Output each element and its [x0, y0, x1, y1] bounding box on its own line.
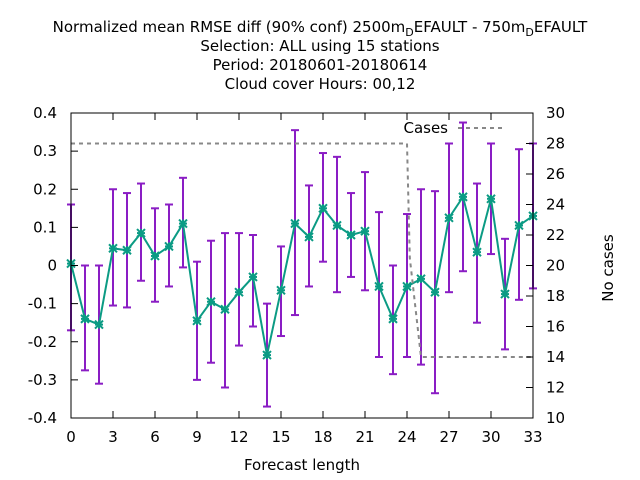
data-point [472, 247, 482, 257]
x-tick-label: 30 [481, 428, 500, 446]
y-tick-label: 0 [47, 257, 57, 275]
data-point [136, 228, 146, 238]
data-point [164, 241, 174, 252]
y2-tick-label: 22 [546, 226, 565, 244]
data-point [346, 230, 356, 240]
data-point [290, 218, 300, 229]
x-tick-label: 12 [229, 428, 248, 446]
y-tick-label: -0.3 [28, 371, 57, 389]
series-line [70, 194, 534, 356]
y-tick-label: 0.2 [33, 180, 57, 198]
x-axis-label: Forecast length [244, 456, 360, 474]
y-tick-label: 0.3 [33, 142, 57, 160]
data-point [192, 316, 202, 326]
y2-tick-label: 14 [546, 348, 565, 366]
title-line: Cloud cover Hours: 00,12 [225, 75, 416, 93]
data-point [360, 226, 370, 236]
data-point [80, 314, 90, 324]
data-point [122, 245, 132, 255]
y2-tick-label: 18 [546, 287, 565, 305]
x-tick-label: 3 [108, 428, 118, 446]
y2-tick-label: 26 [546, 165, 565, 183]
data-point [430, 287, 440, 297]
data-point [178, 218, 188, 229]
data-point [108, 243, 118, 254]
legend-label: Cases [403, 119, 448, 137]
data-point [388, 314, 398, 324]
data-point [402, 281, 412, 292]
y-tick-label: 0.1 [33, 218, 57, 236]
data-point [220, 304, 230, 315]
y2-tick-label: 24 [546, 196, 565, 214]
title-line: Selection: ALL using 15 stations [200, 37, 439, 55]
data-point [514, 220, 524, 231]
x-tick-label: 24 [397, 428, 416, 446]
data-point [94, 319, 104, 330]
right-axis-label: No cases [599, 234, 617, 302]
y-tick-label: 0.4 [33, 104, 57, 122]
series-layer [66, 121, 538, 408]
y2-tick-label: 12 [546, 379, 565, 397]
data-point [150, 251, 160, 261]
y2-tick-label: 28 [546, 135, 565, 153]
chart-title: Normalized mean RMSE diff (90% conf) 250… [53, 18, 588, 93]
x-tick-label: 27 [439, 428, 458, 446]
data-point [374, 281, 384, 292]
data-point [444, 213, 454, 223]
x-tick-label: 0 [66, 428, 76, 446]
y2-tick-label: 30 [546, 104, 565, 122]
data-point [416, 274, 426, 284]
y2-tick-label: 10 [546, 409, 565, 427]
data-point [262, 350, 272, 360]
y-tick-label: -0.2 [28, 333, 57, 351]
x-tick-label: 18 [313, 428, 332, 446]
x-tick-label: 15 [271, 428, 290, 446]
title-line: Period: 20180601-20180614 [213, 56, 428, 74]
data-point [500, 289, 510, 299]
data-point [206, 297, 216, 307]
x-tick-label: 21 [355, 428, 374, 446]
data-point [318, 203, 328, 214]
title-line: Normalized mean RMSE diff (90% conf) 250… [53, 18, 588, 39]
data-point [304, 232, 314, 242]
y2-tick-label: 16 [546, 318, 565, 336]
x-tick-label: 33 [523, 428, 542, 446]
x-tick-label: 6 [150, 428, 160, 446]
axis-ticks: 0 3 6 9 12 15 18 21 24 27 30 33 -0.4 -0.3 -0.2 -0.1 0 0.1… [28, 104, 565, 446]
x-tick-label: 9 [192, 428, 202, 446]
y-tick-label: -0.1 [28, 295, 57, 313]
data-point [234, 287, 244, 297]
legend: Cases [403, 119, 505, 137]
data-point [276, 285, 286, 295]
data-point [486, 194, 496, 204]
y-tick-label: -0.4 [28, 409, 57, 427]
data-point [332, 220, 342, 231]
data-point [458, 192, 468, 202]
data-point [248, 272, 258, 282]
y2-tick-label: 20 [546, 257, 565, 275]
cases-line [71, 142, 533, 358]
